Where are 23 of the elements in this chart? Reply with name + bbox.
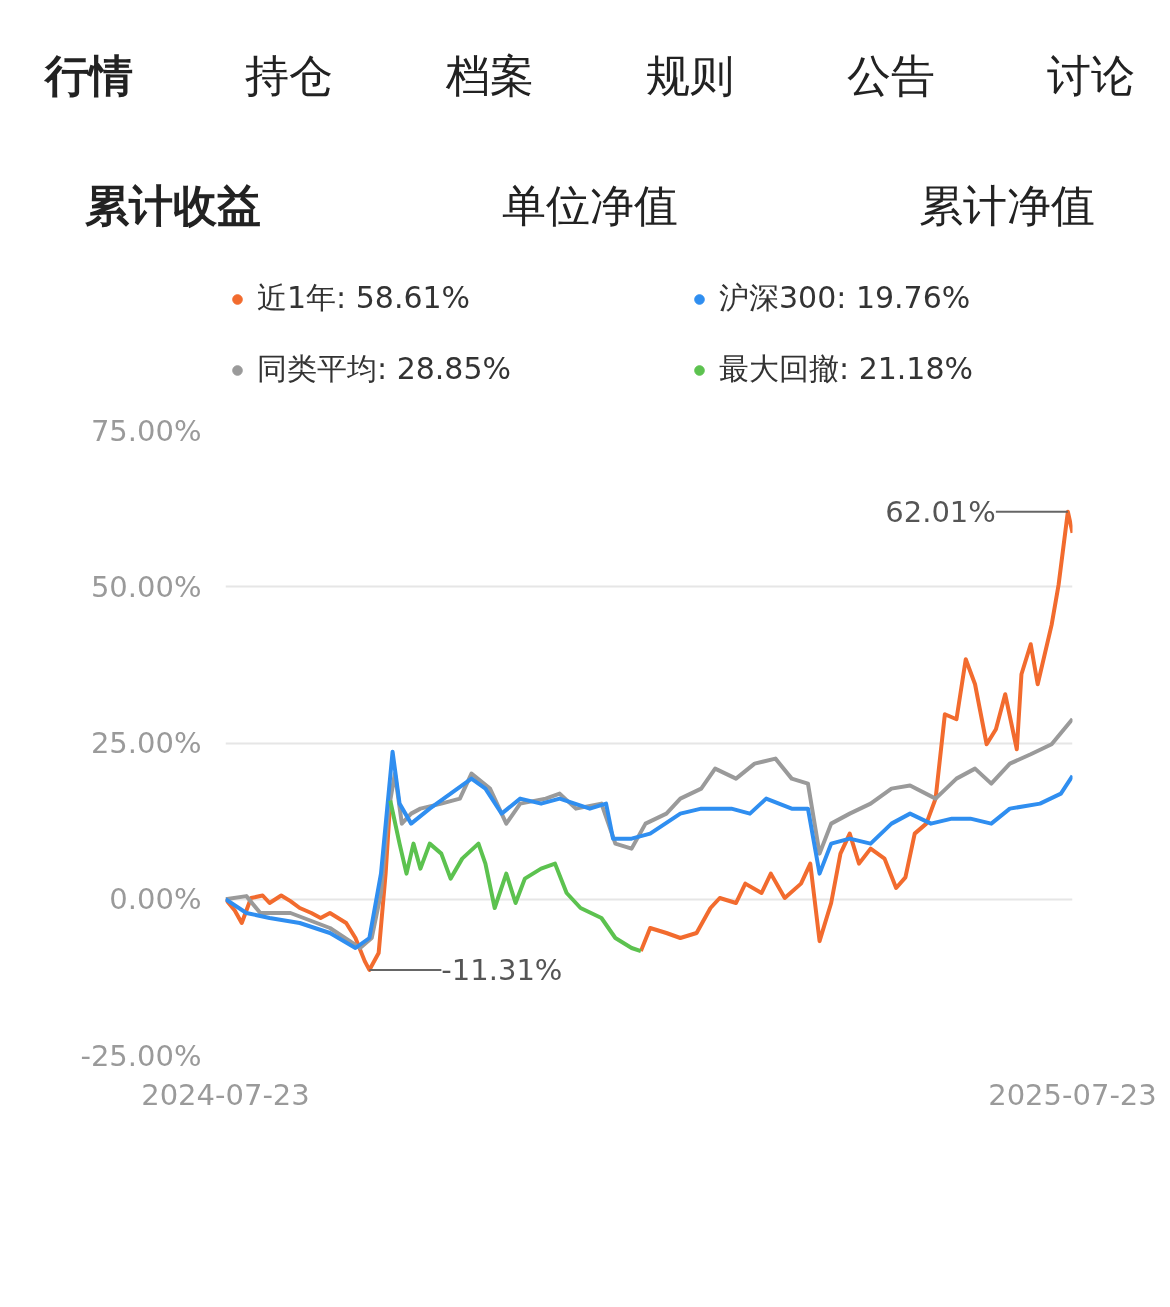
annotation: 62.01%: [885, 494, 996, 529]
text: 单位净值: [502, 179, 678, 233]
legend-label: 最大回撤: 21.18%: [719, 350, 975, 388]
text: 档案: [445, 49, 534, 103]
line-series: [388, 798, 643, 954]
annotation: -11.31%: [441, 952, 563, 987]
y-tick-label: 50.00%: [90, 569, 202, 604]
text: 累计净值: [919, 179, 1095, 233]
text: 公告: [846, 49, 935, 103]
legend-label: 近1年: 58.61%: [257, 279, 472, 317]
legend-label: 沪深300: 19.76%: [719, 279, 972, 317]
y-tick-label: 25.00%: [90, 726, 202, 760]
y-tick-label: -25.00%: [80, 1038, 202, 1073]
text: 规则: [646, 49, 735, 103]
chart-title: 累计收益: [85, 179, 261, 233]
text: 持仓: [245, 49, 334, 103]
x-tick-label: 2024-07-23: [141, 1077, 310, 1112]
legend-label: 同类平均: 28.85%: [257, 350, 513, 388]
text: 讨论: [1046, 49, 1135, 103]
text: 行情: [45, 49, 133, 103]
y-tick-label: 0.00%: [109, 882, 202, 917]
x-tick-label: 2025-07-23: [988, 1077, 1157, 1112]
y-tick-label: 75.00%: [90, 413, 202, 448]
